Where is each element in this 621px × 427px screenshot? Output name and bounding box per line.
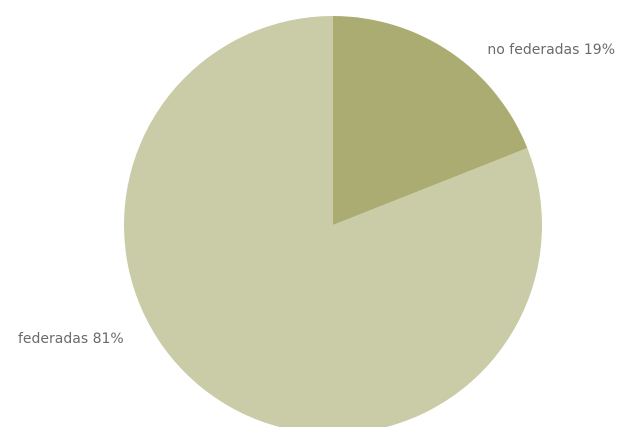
pie-slice-federadas (124, 16, 542, 427)
slice-label-federadas: federadas 81% (18, 331, 124, 347)
slice-labels: no federadas 19% federadas 81% (18, 42, 615, 347)
pie-slices (124, 16, 542, 427)
slice-label-no-federadas: no federadas 19% (487, 42, 615, 58)
pie-slice-no-federadas (333, 16, 528, 225)
